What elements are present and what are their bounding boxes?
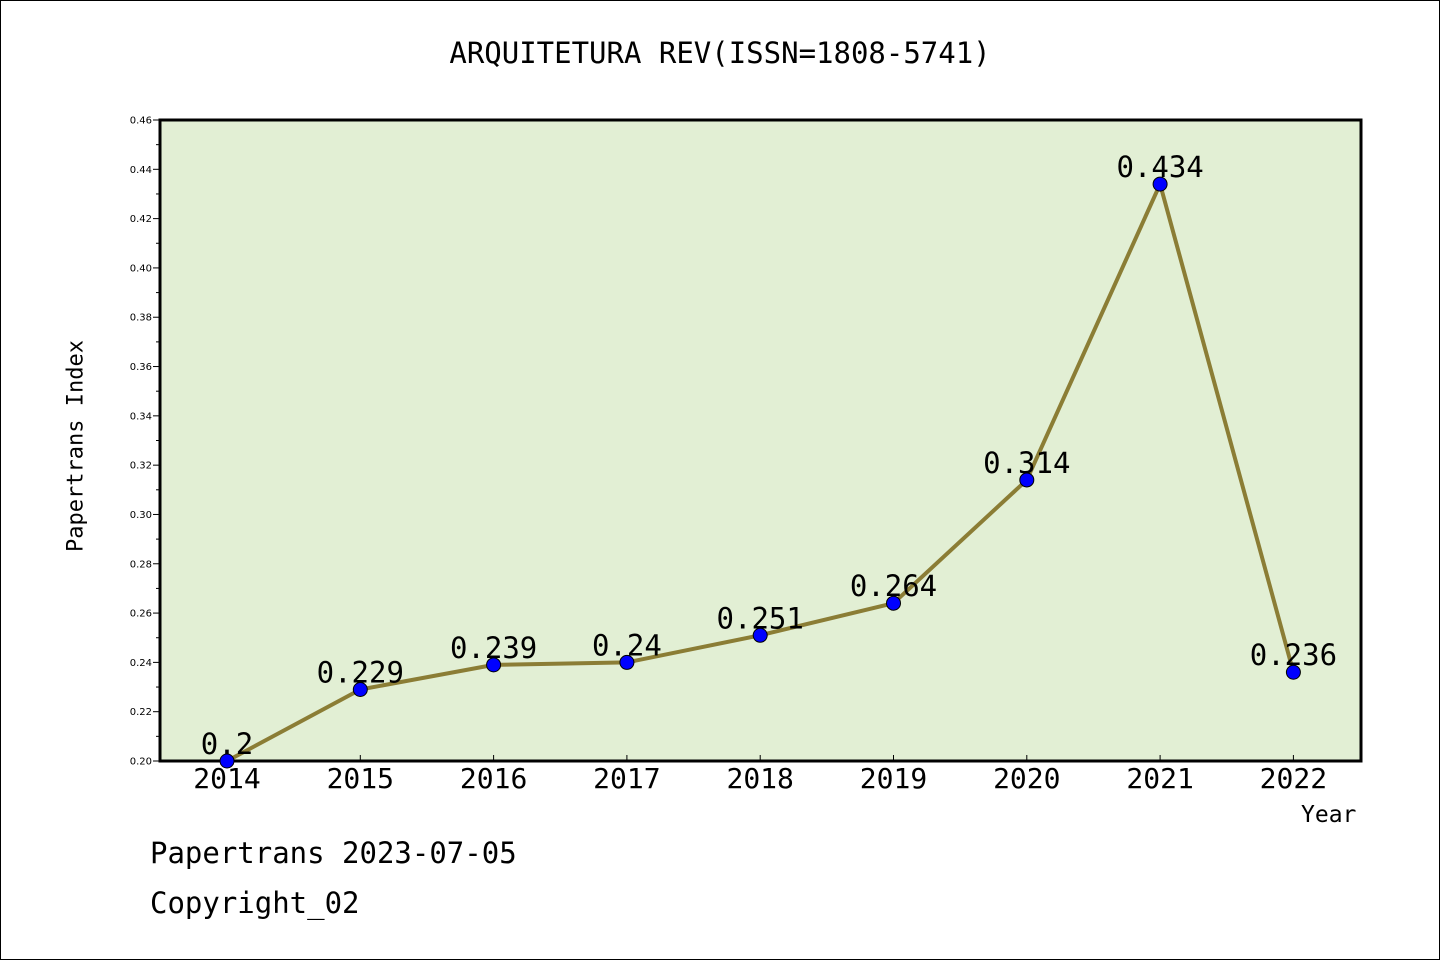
data-point [1285,664,1301,680]
chart-title: ARQUITETURA REV(ISSN=1808-5741) [449,36,991,70]
data-point [219,753,235,769]
data-label: 0.229 [317,656,404,690]
y-tick-label: 0.40 [130,263,152,274]
data-label: 0.251 [717,601,804,635]
y-tick-label: 0.20 [130,757,152,768]
data-label: 0.314 [983,446,1070,480]
y-tick-label: 0.22 [130,707,152,718]
x-tick-label: 2016 [460,762,527,795]
data-point [486,657,502,673]
footer-copyright: Copyright_02 [150,886,360,920]
plot-area [158,118,1363,763]
data-label: 0.434 [1116,150,1203,184]
y-axis-label: Papertrans Index [63,340,89,552]
data-label: 0.236 [1250,638,1337,672]
y-tick-label: 0.42 [130,214,152,225]
y-tick-label: 0.26 [130,609,152,620]
x-tick-label: 2021 [1126,762,1193,795]
y-tick-label: 0.38 [130,313,152,324]
x-tick-label: 2020 [993,762,1060,795]
x-tick-label: 2019 [860,762,927,795]
y-tick-label: 0.34 [130,411,152,422]
data-point [1019,472,1035,488]
y-tick-label: 0.44 [130,165,152,176]
data-label: 0.239 [450,631,537,665]
x-axis-label: Year [1301,802,1357,828]
data-point [886,595,901,611]
y-tick-label: 0.24 [130,658,152,669]
data-point [619,654,635,670]
data-point [752,627,768,643]
y-tick-label: 0.30 [130,510,152,521]
y-tick-label: 0.28 [130,559,152,570]
y-tick-label: 0.46 [130,116,152,127]
x-tick-label: 2017 [593,762,660,795]
x-tick-label: 2018 [726,762,793,795]
data-label: 0.24 [592,628,662,662]
x-tick-label: 2022 [1260,762,1327,795]
y-tick-label: 0.36 [130,362,152,373]
data-label: 0.2 [201,727,253,761]
x-tick-label: 2015 [327,762,394,795]
data-point [352,682,368,698]
footer-date: Papertrans 2023-07-05 [150,836,517,870]
data-point [1152,176,1168,192]
y-tick-label: 0.32 [130,461,152,472]
data-label: 0.264 [850,569,937,603]
